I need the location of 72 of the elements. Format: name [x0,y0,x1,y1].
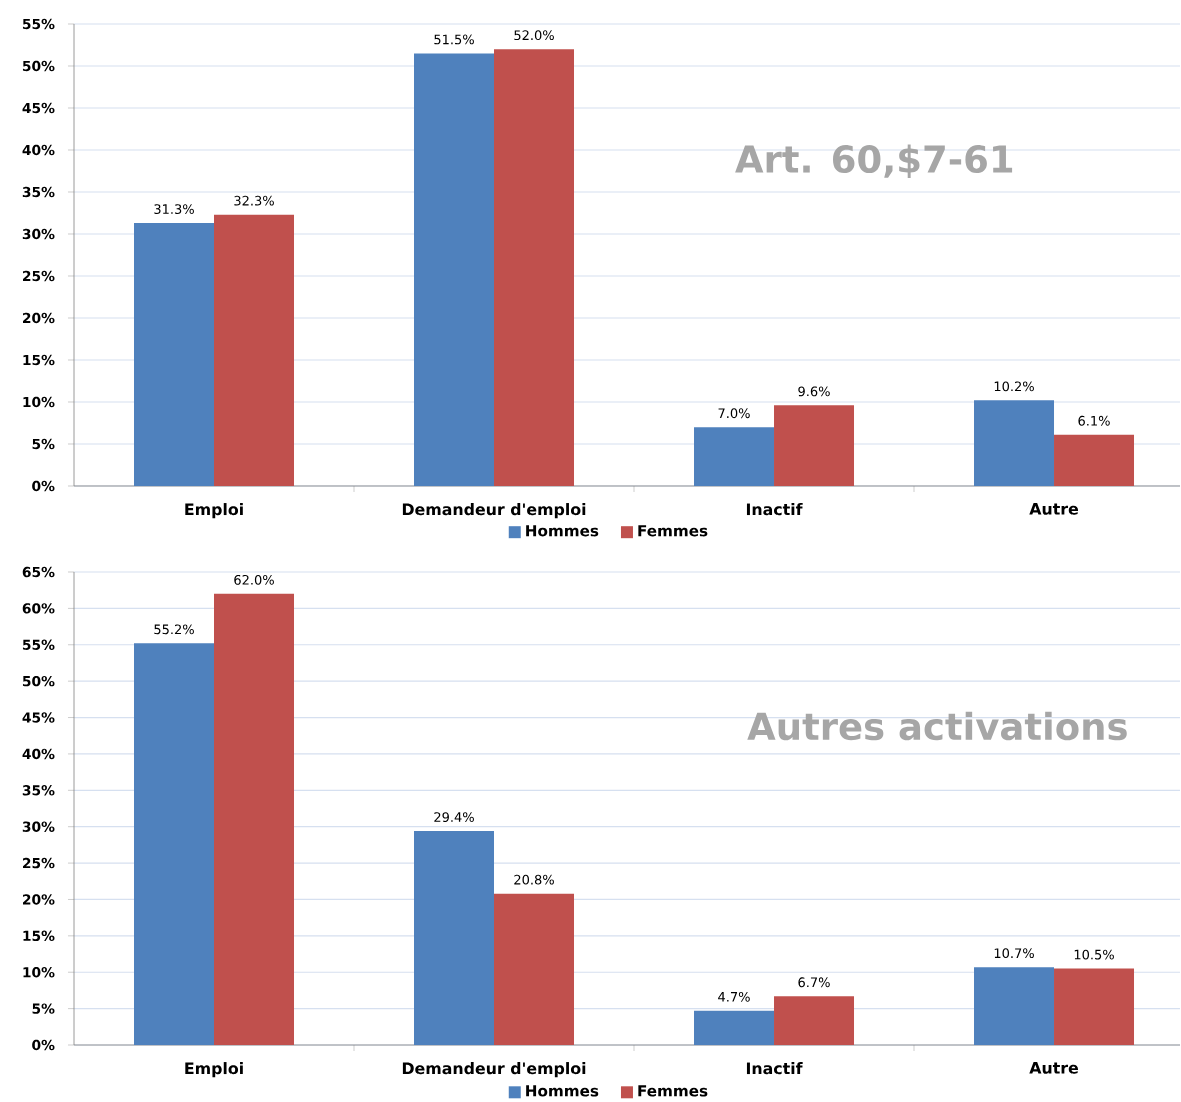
bar [494,893,575,1045]
bar [414,53,495,486]
data-label: 9.6% [798,386,830,397]
bar [694,1010,775,1045]
bar [774,996,855,1045]
data-label: 32.3% [234,195,274,206]
x-tick-label: Inactif [746,503,803,516]
y-tick-label: 50% [22,60,55,72]
bar [214,214,295,486]
legend-label: Femmes [638,525,708,537]
y-tick-label: 45% [22,712,55,723]
bar [214,593,295,1045]
y-tick-label: 45% [22,102,55,114]
y-tick-label: 40% [22,748,55,760]
x-tick-label: Inactif [746,1062,803,1075]
data-label: 20.8% [514,874,554,885]
bar [1054,434,1135,486]
y-tick-label: 30% [22,228,55,240]
data-label: 6.7% [798,977,830,988]
legend-label: Femmes [638,1085,708,1097]
bar [694,427,775,486]
y-tick-label: 60% [22,603,55,614]
bar [1054,968,1135,1045]
y-tick-label: 20% [23,894,55,905]
y-tick-label: 0% [32,480,55,492]
y-tick-label: 65% [22,566,55,578]
data-label: 4.7% [718,991,750,1002]
y-tick-label: 30% [22,821,55,832]
y-tick-label: 15% [23,930,55,942]
bar [494,49,575,486]
bar [134,643,215,1045]
data-label: 29.4% [434,812,474,822]
data-label: 10.2% [994,381,1034,392]
text: Autres activations [747,711,1127,741]
x-tick-label: Emploi [185,1062,243,1078]
x-tick-label: Demandeur d'emploi [402,1062,586,1078]
y-tick-label: 25% [23,857,55,869]
y-tick-label: 25% [23,270,55,282]
data-label: 62.0% [234,574,274,585]
data-label: 7.0% [718,408,750,419]
x-tick-label: Autre [1029,503,1079,515]
data-label: 10.7% [994,948,1034,959]
data-label: 52.0% [514,30,554,41]
y-tick-label: 0% [32,1039,55,1051]
y-tick-label: 35% [22,785,55,796]
y-tick-label: 5% [32,1003,55,1014]
bar [774,405,855,486]
y-tick-label: 55% [22,639,55,650]
bar [414,831,495,1045]
bar [134,223,215,486]
data-label: 55.2% [154,624,194,635]
x-tick-label: Autre [1029,1062,1079,1074]
y-tick-label: 50% [22,675,55,687]
data-label: 10.5% [1074,949,1114,960]
legend-label: Hommes [526,1085,599,1097]
y-tick-label: 40% [22,144,55,156]
x-tick-label: Emploi [185,503,243,519]
y-tick-label: 20% [23,312,55,324]
y-tick-label: 10% [23,967,55,978]
y-tick-label: 35% [22,186,55,198]
text: Art. 60,$7-61 [735,144,1013,178]
y-tick-label: 10% [23,396,55,408]
y-tick-label: 5% [32,438,55,450]
y-tick-label: 15% [23,354,55,366]
data-label: 31.3% [154,204,194,215]
y-tick-label: 55% [22,18,55,30]
x-tick-label: Demandeur d'emploi [402,503,586,519]
data-label: 6.1% [1078,415,1110,426]
legend-label: Hommes [526,525,599,537]
bar [974,400,1055,486]
bar [974,967,1055,1045]
data-label: 51.5% [434,34,474,45]
